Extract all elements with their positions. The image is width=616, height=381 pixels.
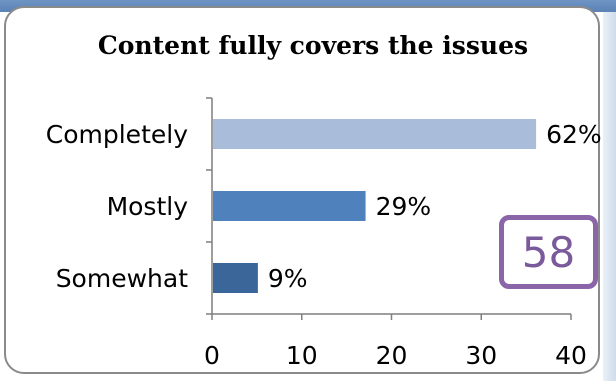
x-tick-label: 30 bbox=[465, 341, 497, 370]
value-label: 29% bbox=[376, 192, 432, 221]
side-band bbox=[603, 12, 616, 381]
chart-title: Content fully covers the issues bbox=[97, 31, 529, 60]
value-label: 62% bbox=[546, 120, 602, 149]
category-label: Mostly bbox=[107, 192, 189, 221]
x-tick-label: 10 bbox=[286, 341, 318, 370]
bar-mostly bbox=[213, 191, 366, 221]
x-tick-label: 20 bbox=[376, 341, 408, 370]
value-label: 9% bbox=[268, 264, 308, 293]
category-label: Completely bbox=[46, 120, 188, 149]
bar-completely bbox=[213, 119, 537, 149]
x-tick-label: 40 bbox=[555, 341, 587, 370]
bar-somewhat bbox=[213, 263, 258, 293]
chart-frame bbox=[4, 6, 600, 374]
category-label: Somewhat bbox=[56, 264, 189, 293]
score-badge: 58 bbox=[499, 215, 598, 289]
x-tick-label: 0 bbox=[204, 341, 220, 370]
